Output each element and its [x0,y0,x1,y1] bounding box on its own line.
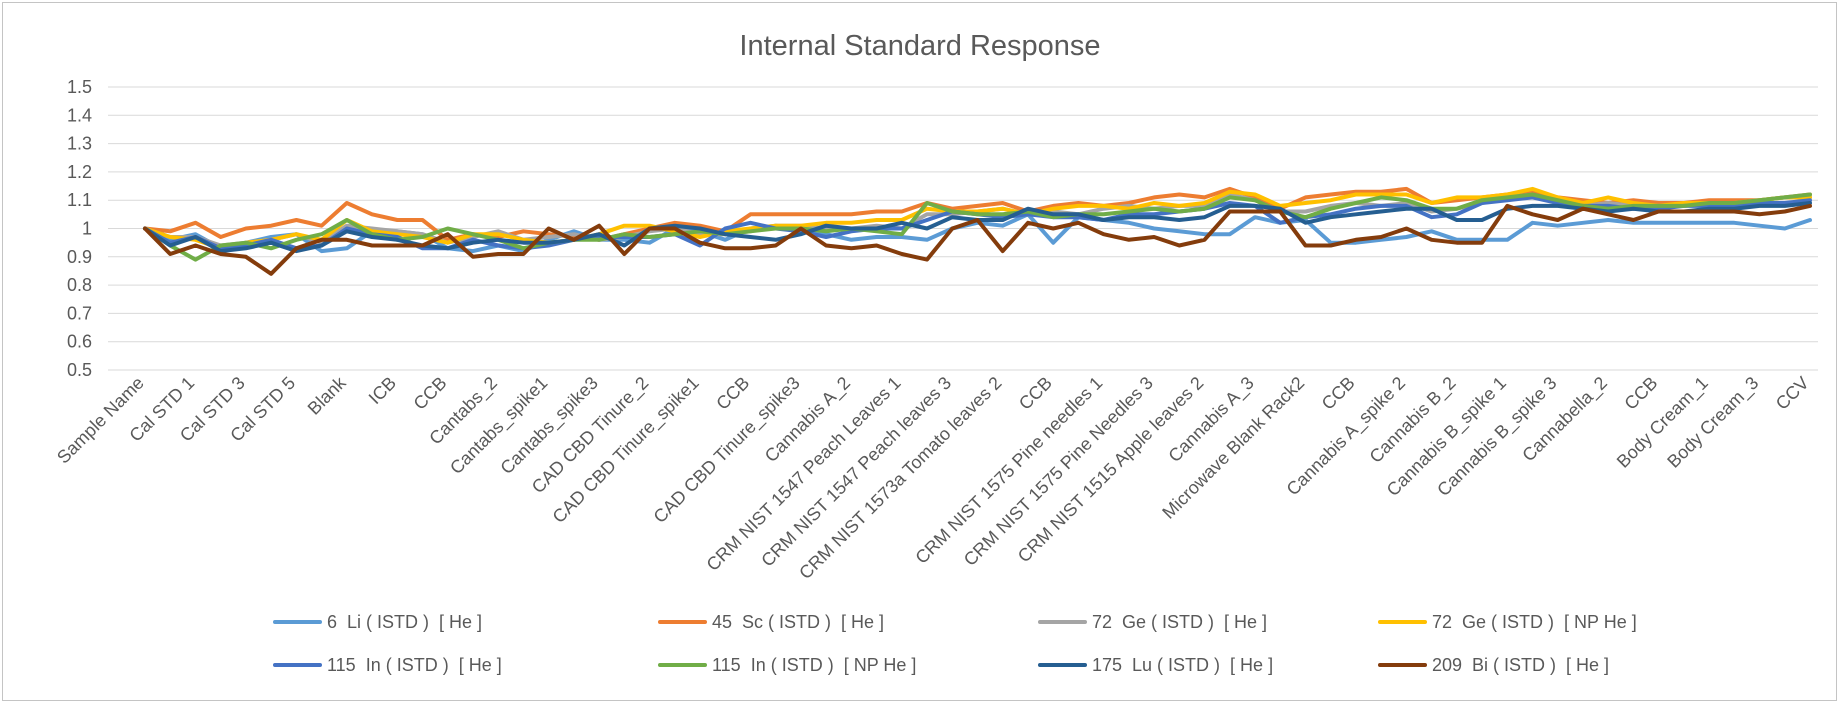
legend-item: 115 In ( ISTD ) [ He ] [273,655,502,675]
y-tick-label: 1.4 [67,105,92,125]
x-tick-label: Body Cream_3 [1663,373,1763,473]
x-tick-label: Sample Name [53,373,148,468]
legend-label: 175 Lu ( ISTD ) [ He ] [1092,655,1273,675]
y-tick-label: 0.6 [67,332,92,352]
x-tick-label: CCB [410,373,451,414]
legend-label: 72 Ge ( ISTD ) [ He ] [1092,612,1267,632]
y-tick-label: 1.5 [67,77,92,97]
series-line [143,203,1812,276]
x-tick-label: Blank [304,372,351,419]
legend-label: 115 In ( ISTD ) [ He ] [327,655,502,675]
y-tick-label: 1.3 [67,134,92,154]
x-tick-label: CCV [1772,373,1813,414]
x-tick-label: CCB [1318,373,1359,414]
legend-label: 209 Bi ( ISTD ) [ He ] [1432,655,1609,675]
x-tick-label: CCB [1620,373,1661,414]
legend-item: 45 Sc ( ISTD ) [ He ] [658,612,884,632]
y-tick-label: 1 [82,219,92,239]
legend-label: 115 In ( ISTD ) [ NP He ] [712,655,916,675]
legend-label: 45 Sc ( ISTD ) [ He ] [712,612,884,632]
legend-item: 175 Lu ( ISTD ) [ He ] [1038,655,1273,675]
gridlines [108,86,1818,371]
legend-label: 6 Li ( ISTD ) [ He ] [327,612,482,632]
legend-label: 72 Ge ( ISTD ) [ NP He ] [1432,612,1637,632]
series-line [143,192,1812,262]
legend: 6 Li ( ISTD ) [ He ] 45 Sc ( ISTD ) [ He … [273,612,1637,675]
series-lines [143,186,1812,276]
y-tick-label: 0.9 [67,247,92,267]
y-tick-label: 0.5 [67,360,92,380]
y-tick-label: 0.7 [67,303,92,323]
y-axis: 0.5 0.6 0.7 0.8 0.9 1 1.1 1.2 1.3 1.4 1.5 [67,77,92,380]
legend-item: 72 Ge ( ISTD ) [ He ] [1038,612,1267,632]
legend-item: 209 Bi ( ISTD ) [ He ] [1378,655,1609,675]
series-line [143,186,1812,242]
y-tick-label: 0.8 [67,275,92,295]
x-tick-label: ICB [365,373,400,408]
legend-item: 72 Ge ( ISTD ) [ NP He ] [1378,612,1637,632]
legend-item: 115 In ( ISTD ) [ NP He ] [658,655,916,675]
x-tick-label: CRM NIST 1575 Pine needles 1 [911,373,1106,568]
legend-item: 6 Li ( ISTD ) [ He ] [273,612,482,632]
x-tick-label: CCB [712,373,753,414]
y-tick-label: 1.2 [67,162,92,182]
x-tick-label: CCB [1015,373,1056,414]
y-tick-label: 1.1 [67,190,92,210]
x-tick-label: CRM NIST 1515 Apple leaves 2 [1014,373,1208,567]
chart-title: Internal Standard Response [739,30,1100,62]
